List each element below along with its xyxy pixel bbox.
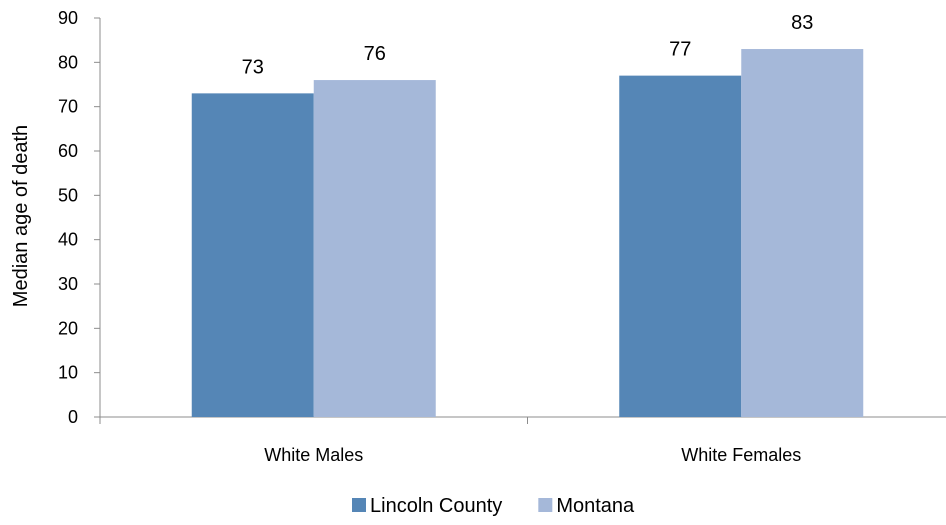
bars bbox=[191, 49, 864, 418]
bar bbox=[313, 80, 436, 418]
y-tick-label: 30 bbox=[58, 274, 78, 294]
y-tick-label: 90 bbox=[58, 8, 78, 28]
y-tick-label: 40 bbox=[58, 230, 78, 250]
y-tick-label: 50 bbox=[58, 185, 78, 205]
bar bbox=[741, 49, 864, 418]
legend-label: Lincoln County bbox=[370, 495, 502, 517]
legend: Lincoln County Montana bbox=[352, 495, 635, 517]
y-tick-label: 0 bbox=[68, 407, 78, 427]
bar bbox=[191, 93, 314, 417]
data-label: 73 bbox=[242, 56, 264, 78]
legend-swatch bbox=[538, 498, 553, 512]
legend-swatch bbox=[352, 498, 366, 512]
legend-label: Montana bbox=[556, 495, 635, 517]
bar bbox=[619, 75, 742, 417]
x-category-label: White Females bbox=[681, 445, 801, 465]
x-axis: White Males White Females bbox=[99, 416, 946, 465]
data-label: 77 bbox=[669, 39, 691, 61]
data-label: 76 bbox=[364, 43, 386, 65]
y-tick-label: 20 bbox=[58, 318, 78, 338]
y-axis: 0 10 20 30 40 50 60 70 80 90 bbox=[58, 8, 101, 427]
y-tick-label: 70 bbox=[58, 97, 78, 117]
x-category-label: White Males bbox=[264, 445, 363, 465]
y-tick-label: 80 bbox=[58, 52, 78, 72]
data-labels: 73 76 77 83 bbox=[242, 12, 814, 78]
y-tick-label: 10 bbox=[58, 363, 78, 383]
y-axis-title: Median age of death bbox=[10, 125, 32, 307]
y-tick-label: 60 bbox=[58, 141, 78, 161]
data-label: 83 bbox=[791, 12, 813, 34]
